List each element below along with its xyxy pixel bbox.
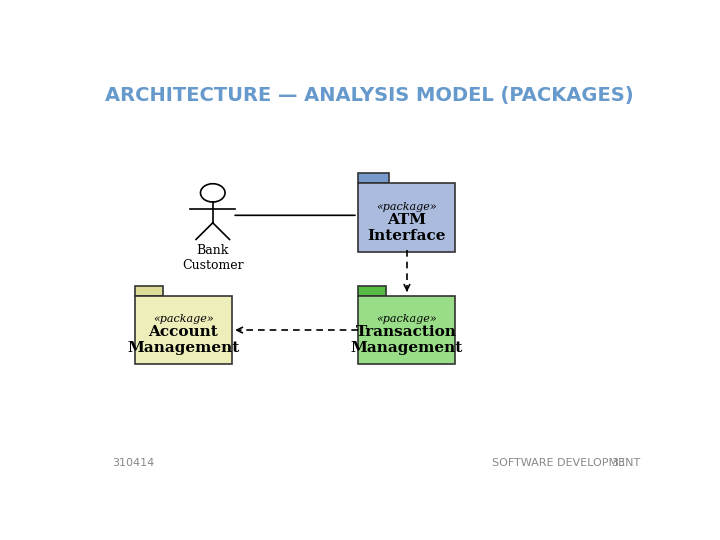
Bar [358, 173, 389, 183]
Bar [135, 286, 163, 295]
Bar [358, 295, 456, 364]
Text: ARCHITECTURE — ANALYSIS MODEL (PACKAGES): ARCHITECTURE — ANALYSIS MODEL (PACKAGES) [104, 85, 634, 105]
Text: SOFTWARE DEVELOPMENT: SOFTWARE DEVELOPMENT [492, 458, 640, 468]
Text: ATM
Interface: ATM Interface [367, 213, 446, 243]
Bar [358, 286, 386, 295]
Text: Transaction
Management: Transaction Management [351, 325, 463, 355]
Text: «package»: «package» [153, 314, 214, 325]
Text: «package»: «package» [377, 202, 437, 212]
Text: «package»: «package» [377, 314, 437, 325]
Text: 310414: 310414 [112, 458, 155, 468]
Bar [135, 295, 233, 364]
Circle shape [200, 184, 225, 202]
Text: Bank
Customer: Bank Customer [182, 244, 243, 272]
Text: 33: 33 [612, 458, 626, 468]
Bar [358, 183, 456, 252]
Text: Account
Management: Account Management [127, 325, 240, 355]
